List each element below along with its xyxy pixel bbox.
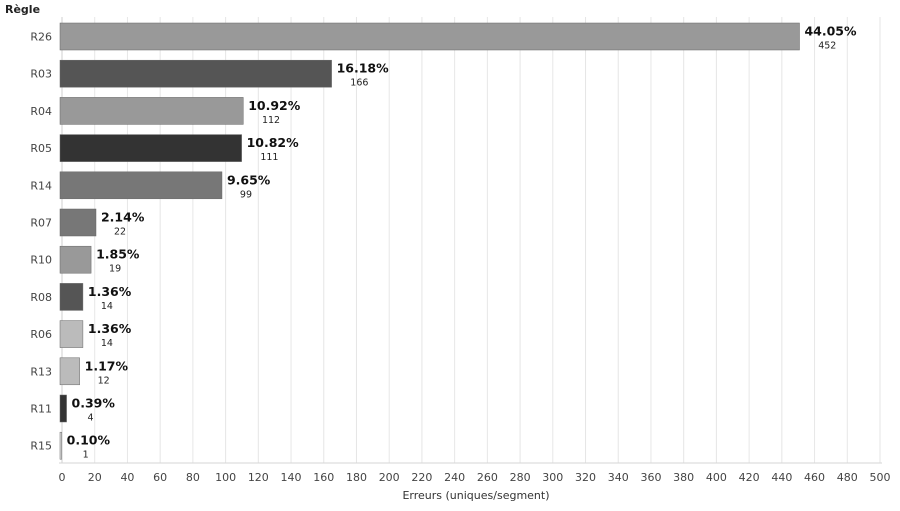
percent-label: 10.92% <box>248 98 301 113</box>
x-tick-label: 0 <box>59 471 66 484</box>
category-label: R03 <box>30 68 52 81</box>
x-tick-label: 320 <box>575 471 596 484</box>
x-tick-label: 340 <box>608 471 629 484</box>
percent-label: 9.65% <box>227 172 271 187</box>
x-tick-label: 360 <box>640 471 661 484</box>
x-tick-label: 20 <box>88 471 102 484</box>
count-label: 14 <box>101 338 113 349</box>
percent-label: 1.17% <box>85 358 129 373</box>
x-tick-label: 500 <box>870 471 891 484</box>
category-label: R11 <box>30 403 52 416</box>
count-label: 1 <box>83 450 89 461</box>
count-label: 166 <box>350 78 368 89</box>
x-tick-label: 200 <box>379 471 400 484</box>
percent-label: 1.85% <box>96 247 140 262</box>
count-label: 19 <box>109 264 121 275</box>
category-label: R07 <box>30 217 52 230</box>
percent-label: 1.36% <box>88 284 132 299</box>
x-tick-label: 100 <box>215 471 236 484</box>
x-tick-label: 180 <box>346 471 367 484</box>
x-tick-label: 220 <box>411 471 432 484</box>
bar <box>59 394 67 423</box>
category-label: R08 <box>30 291 52 304</box>
x-tick-label: 140 <box>281 471 302 484</box>
bar <box>59 22 800 51</box>
x-axis-title: Erreurs (uniques/segment) <box>402 489 550 502</box>
x-tick-label: 420 <box>739 471 760 484</box>
count-label: 12 <box>98 375 110 386</box>
bar <box>59 134 242 162</box>
x-tick-label: 460 <box>804 471 825 484</box>
x-tick-label: 60 <box>153 471 167 484</box>
category-label: R06 <box>30 328 52 341</box>
bar <box>59 97 244 125</box>
x-tick-label: 240 <box>444 471 465 484</box>
category-label: R26 <box>30 31 52 44</box>
x-tick-label: 280 <box>510 471 531 484</box>
x-tick-label: 40 <box>120 471 134 484</box>
category-label: R05 <box>30 142 52 155</box>
count-label: 14 <box>101 301 113 312</box>
percent-label: 2.14% <box>101 210 145 225</box>
percent-label: 10.82% <box>247 135 300 150</box>
percent-label: 0.10% <box>67 433 111 448</box>
bar <box>59 431 62 460</box>
bar <box>59 245 92 274</box>
category-label: R04 <box>30 105 52 118</box>
bar <box>59 283 84 311</box>
percent-label: 44.05% <box>804 24 857 39</box>
category-label: R13 <box>30 365 52 378</box>
count-label: 4 <box>88 413 94 424</box>
bar <box>59 357 80 386</box>
count-label: 22 <box>114 227 126 238</box>
bar <box>59 171 223 200</box>
x-tick-label: 120 <box>248 471 269 484</box>
percent-label: 1.36% <box>88 321 132 336</box>
count-label: 112 <box>262 115 280 126</box>
count-label: 111 <box>260 152 278 163</box>
x-tick-label: 400 <box>706 471 727 484</box>
count-label: 99 <box>240 189 252 200</box>
x-tick-label: 380 <box>673 471 694 484</box>
x-tick-label: 160 <box>313 471 334 484</box>
bar <box>59 320 84 348</box>
x-tick-label: 80 <box>186 471 200 484</box>
count-label: 452 <box>818 41 836 52</box>
percent-label: 0.39% <box>72 396 116 411</box>
percent-label: 16.18% <box>337 61 390 76</box>
x-tick-label: 300 <box>542 471 563 484</box>
y-axis-title: Règle <box>5 3 41 16</box>
bar <box>59 208 97 237</box>
category-label: R10 <box>30 254 52 267</box>
x-tick-label: 440 <box>771 471 792 484</box>
x-tick-label: 260 <box>477 471 498 484</box>
category-label: R14 <box>30 179 52 192</box>
x-tick-label: 480 <box>837 471 858 484</box>
category-label: R15 <box>30 440 52 453</box>
bar <box>59 59 332 88</box>
